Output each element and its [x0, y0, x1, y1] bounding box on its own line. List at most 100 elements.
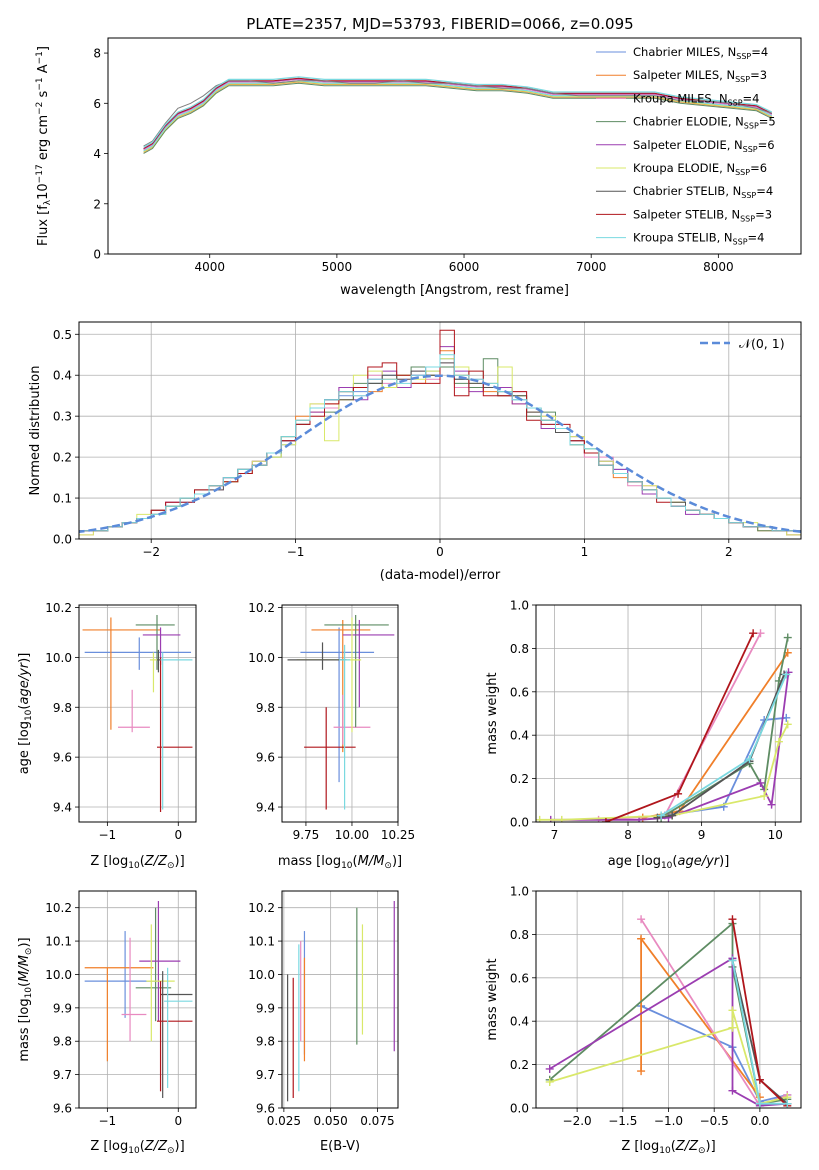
- legend-entry: Kroupa MILES, NSSP=4: [633, 91, 759, 107]
- y-tick-label: 2: [93, 197, 101, 211]
- massweight-marker: [755, 1099, 764, 1108]
- x-tick-label: 8000: [703, 260, 734, 274]
- observed-spectrum-line: [143, 80, 772, 147]
- x-tick-label: 0: [174, 1114, 182, 1128]
- x-tick-label: 10: [768, 828, 783, 842]
- model-spectrum-line: [143, 82, 773, 154]
- massweight-marker: [601, 818, 610, 822]
- panel-massweight_vs_age: 7 8 9 10 0.0 0.2 0.4 0.6 0.8 1.0 age [log10(age/yr…: [485, 599, 802, 871]
- model-spectrum-line: [143, 76, 773, 148]
- y-tick-label: 0.6: [510, 685, 529, 699]
- axes-frame: [535, 604, 802, 823]
- x-tick-label: −2: [142, 545, 160, 559]
- y-tick-label: 10.0: [248, 968, 275, 982]
- massweight-marker: [756, 629, 765, 638]
- panel-age_vs_Z: −1 0 9.4 9.6 9.8 10.0 10.2 Z [log10(Z/Z⊙)] age […: [17, 601, 197, 871]
- axes-frame: [281, 890, 399, 1109]
- errorbar-point: [296, 617, 362, 733]
- x-tick-label: 0: [436, 545, 444, 559]
- y-tick-label: 0.2: [53, 451, 72, 465]
- plot-area: [545, 915, 792, 1108]
- massweight-marker: [674, 789, 683, 798]
- y-tick-label: 9.4: [53, 801, 72, 815]
- panel-residuals: −2 −1 0 1 2 0.0 0.1 0.2 0.3 0.4 0.5 (data-model)/er…: [28, 321, 802, 583]
- y-tick-label: 9.7: [53, 1068, 72, 1082]
- massweight-marker: [728, 956, 737, 965]
- massweight-marker: [783, 633, 792, 642]
- errorbar-point: [84, 637, 192, 670]
- y-tick-label: 9.8: [256, 1035, 275, 1049]
- y-tick-label: 0.0: [53, 533, 72, 547]
- y-tick-label: 10.2: [45, 901, 72, 915]
- plot-area: [82, 614, 193, 813]
- massweight-marker: [774, 737, 783, 746]
- legend-entry: Salpeter MILES, NSSP=3: [633, 68, 767, 84]
- panel-age_vs_mass: 9.75 10.00 10.25 9.4 9.6 9.8 10.0 10.2 mass [log…: [248, 601, 415, 871]
- y-tick-label: 0.4: [53, 369, 72, 383]
- massweight-marker: [749, 629, 758, 638]
- errorbar-point: [157, 981, 193, 1092]
- legend-entry: Chabrier MILES, NSSP=4: [633, 45, 768, 61]
- y-tick-label: 0.6: [510, 971, 529, 985]
- errorbar-point: [339, 644, 351, 810]
- panel-mass_vs_Z: −1 0 9.6 9.7 9.8 9.9 10.0 10.1 10.2 Z [log10(Z/Z⊙…: [17, 890, 197, 1156]
- legend-entry: 𝒩(0, 1): [739, 336, 785, 351]
- x-tick-label: 0.0: [750, 1114, 769, 1128]
- y-tick-label: 9.7: [256, 1068, 275, 1082]
- y-tick-label: 0.1: [53, 492, 72, 506]
- y-tick-label: 9.8: [53, 701, 72, 715]
- x-tick-label: −1: [99, 1114, 117, 1128]
- x-tick-label: 0: [174, 828, 182, 842]
- massweight-marker: [782, 713, 791, 722]
- y-tick-label: 0.4: [510, 729, 529, 743]
- x-axis-label: E(B-V): [320, 1139, 360, 1154]
- y-tick-label: 8: [93, 47, 101, 61]
- errorbar-point: [342, 619, 395, 708]
- x-tick-label: 2: [725, 545, 733, 559]
- massweight-marker: [782, 670, 791, 679]
- y-tick-label: 9.6: [256, 751, 275, 765]
- x-tick-label: 7000: [576, 260, 607, 274]
- y-tick-label: 9.8: [256, 701, 275, 715]
- y-tick-label: 1.0: [510, 599, 529, 613]
- plot-area: [84, 901, 193, 1098]
- y-tick-label: 10.2: [248, 601, 275, 615]
- massweight-marker: [557, 815, 566, 822]
- plot-area: [536, 629, 793, 822]
- y-axis-label: mass weight: [485, 958, 500, 1040]
- legend-entry: Kroupa ELODIE, NSSP=6: [633, 161, 767, 177]
- y-tick-label: 9.9: [53, 1001, 72, 1015]
- massweight-marker: [783, 720, 792, 729]
- y-axis-label: mass [log10(M/M⊙)]: [17, 937, 34, 1061]
- y-tick-label: 10.2: [248, 901, 275, 915]
- errorbar-point: [304, 707, 356, 810]
- massweight-marker: [657, 811, 666, 820]
- axes-frame: [535, 890, 802, 1109]
- x-tick-label: 4000: [194, 260, 225, 274]
- y-axis-label: Flux [fλ10−17 erg cm−2 s−1 A−1]: [35, 46, 53, 246]
- plot-area: [143, 76, 773, 154]
- massweight-marker: [536, 815, 544, 822]
- legend-entry: Kroupa STELIB, NSSP=4: [633, 231, 764, 247]
- axes-frame: [281, 604, 399, 823]
- y-tick-label: 4: [93, 147, 101, 161]
- x-tick-label: 0.050: [313, 1114, 347, 1128]
- legend-entry: Salpeter ELODIE, NSSP=6: [633, 138, 775, 154]
- y-tick-label: 10.1: [248, 935, 275, 949]
- legend-entry: Salpeter STELIB, NSSP=3: [633, 207, 772, 223]
- model-spectrum-line: [143, 77, 773, 149]
- y-tick-label: 0.3: [53, 410, 72, 424]
- errorbar-point: [82, 617, 161, 730]
- y-tick-label: 0.2: [510, 772, 529, 786]
- errorbar-point: [135, 614, 175, 670]
- y-tick-label: 6: [93, 97, 101, 111]
- x-tick-label: −2.0: [563, 1114, 592, 1128]
- errorbar-point: [164, 967, 193, 1088]
- y-axis-label: mass weight: [485, 672, 500, 754]
- x-axis-label: Z [log10(Z/Z⊙)]: [90, 1139, 184, 1156]
- plot-area: [79, 329, 801, 539]
- y-tick-label: 10.0: [45, 651, 72, 665]
- x-tick-label: 8: [624, 828, 632, 842]
